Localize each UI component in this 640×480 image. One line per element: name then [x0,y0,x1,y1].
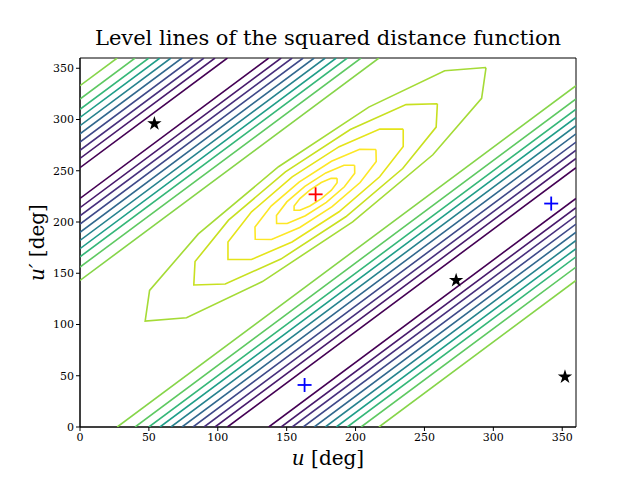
svg-text:0: 0 [67,421,74,434]
svg-text:u [deg]: u [deg] [292,446,364,470]
svg-text:250: 250 [414,431,435,444]
svg-text:300: 300 [483,431,504,444]
svg-text:150: 150 [276,431,297,444]
svg-text:250: 250 [53,165,74,178]
svg-text:100: 100 [207,431,228,444]
svg-text:100: 100 [53,318,74,331]
svg-text:350: 350 [552,431,573,444]
svg-text:50: 50 [142,431,156,444]
svg-text:200: 200 [53,216,74,229]
svg-text:u′ [deg]: u′ [deg] [25,204,49,281]
svg-text:150: 150 [53,267,74,280]
svg-text:50: 50 [60,370,74,383]
svg-text:300: 300 [53,113,74,126]
svg-text:0: 0 [77,431,84,444]
svg-text:350: 350 [53,62,74,75]
svg-text:200: 200 [345,431,366,444]
html-text:Level lines of the squared dis: Level lines of the squared distance func… [95,26,561,50]
